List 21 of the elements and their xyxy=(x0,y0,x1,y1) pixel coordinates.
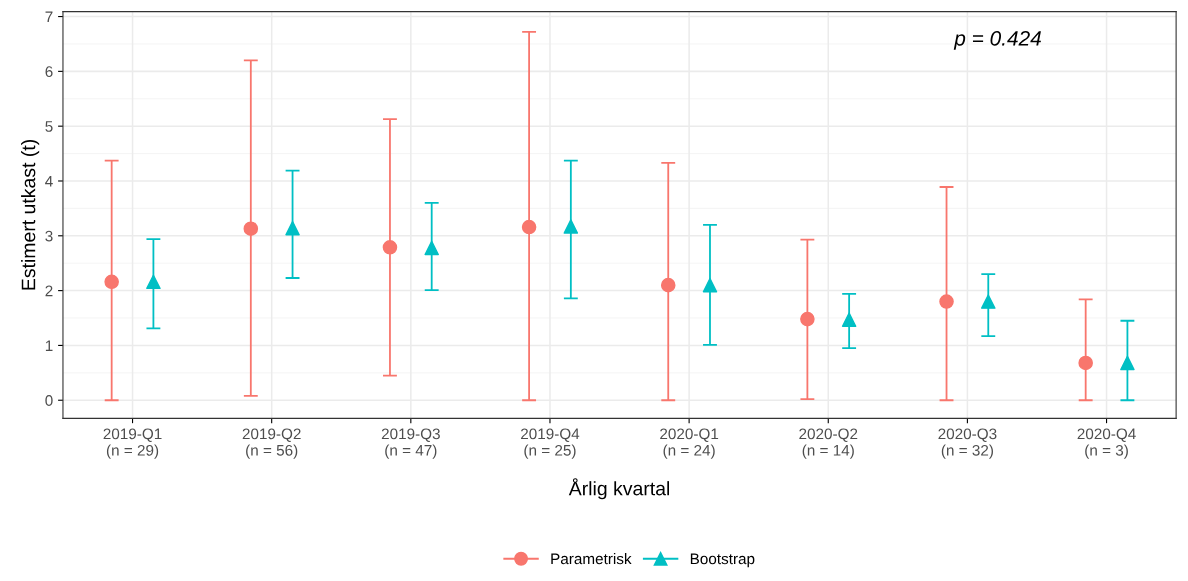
y-tick-label: 2 xyxy=(45,285,53,297)
x-tick-label: 2020-Q1 (n = 24) xyxy=(660,428,719,459)
y-tick-label: 5 xyxy=(45,121,53,132)
y-tick-label: 7 xyxy=(45,11,53,23)
legend-label: Parametrisk xyxy=(551,553,632,565)
x-tick-label: 2019-Q3 (n = 47) xyxy=(381,428,440,459)
y-axis-title: Estimert utkast (t) xyxy=(21,140,40,290)
legend-label: Bootstrap xyxy=(690,553,755,568)
x-tick-label: 2019-Q1 (n = 29) xyxy=(103,428,162,459)
y-tick-label: 0 xyxy=(45,395,53,406)
x-tick-label: 2019-Q4 (n = 25) xyxy=(521,428,580,459)
x-tick-label: 2020-Q3 (n = 32) xyxy=(938,428,997,459)
y-tick-label: 4 xyxy=(45,176,53,187)
x-axis-title: Årlig kvartal xyxy=(568,478,670,500)
x-tick-label: 2020-Q4 (n = 3) xyxy=(1077,428,1136,459)
x-tick-label: 2020-Q2 (n = 14) xyxy=(799,428,858,459)
x-tick-label: 2019-Q2 (n = 56) xyxy=(242,428,301,459)
annotation: p = 0.424 xyxy=(953,30,1041,50)
y-tick-label: 1 xyxy=(45,340,53,351)
y-tick-label: 6 xyxy=(45,66,53,78)
y-tick-label: 3 xyxy=(45,230,53,242)
